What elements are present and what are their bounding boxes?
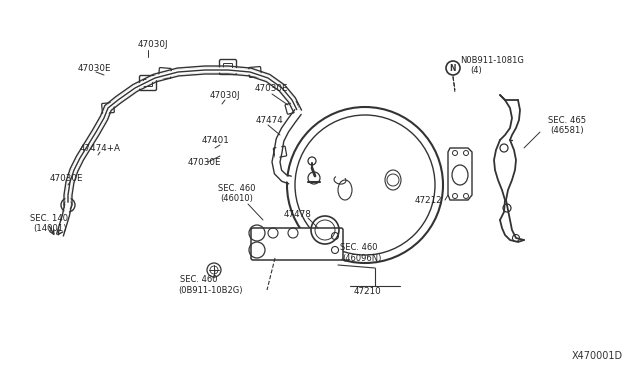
Text: (46581): (46581): [550, 125, 584, 135]
Text: SEC. 460: SEC. 460: [340, 244, 378, 253]
FancyBboxPatch shape: [285, 102, 299, 114]
Text: 47474: 47474: [256, 115, 284, 125]
FancyBboxPatch shape: [251, 228, 343, 260]
FancyBboxPatch shape: [102, 103, 115, 113]
Text: N: N: [450, 64, 456, 73]
Text: 47030J: 47030J: [138, 39, 168, 48]
Text: (46096N): (46096N): [342, 253, 381, 263]
Text: SEC. 460: SEC. 460: [218, 183, 255, 192]
Text: 47030J: 47030J: [210, 90, 241, 99]
Text: (0B911-10B2G): (0B911-10B2G): [178, 285, 243, 295]
Text: 47478: 47478: [284, 209, 312, 218]
FancyBboxPatch shape: [159, 68, 172, 78]
FancyBboxPatch shape: [140, 76, 157, 90]
FancyBboxPatch shape: [223, 64, 232, 71]
Text: SEC. 465: SEC. 465: [548, 115, 586, 125]
FancyBboxPatch shape: [273, 146, 287, 158]
Text: 47030E: 47030E: [255, 83, 289, 93]
Text: SEC. 460: SEC. 460: [180, 276, 218, 285]
Text: (4): (4): [470, 65, 482, 74]
FancyBboxPatch shape: [249, 67, 261, 77]
FancyBboxPatch shape: [220, 60, 237, 74]
Text: N0B911-1081G: N0B911-1081G: [460, 55, 524, 64]
Text: 47030E: 47030E: [78, 64, 111, 73]
Text: 47210: 47210: [354, 288, 381, 296]
Text: SEC. 140: SEC. 140: [30, 214, 68, 222]
Text: 47030E: 47030E: [50, 173, 83, 183]
Text: 47474+A: 47474+A: [80, 144, 121, 153]
FancyBboxPatch shape: [143, 80, 152, 87]
Text: (46010): (46010): [220, 193, 253, 202]
Text: 47030E: 47030E: [188, 157, 221, 167]
Text: 47212: 47212: [415, 196, 443, 205]
Text: X470001D: X470001D: [572, 351, 623, 361]
Text: (14001): (14001): [33, 224, 67, 232]
Text: 47401: 47401: [202, 135, 230, 144]
